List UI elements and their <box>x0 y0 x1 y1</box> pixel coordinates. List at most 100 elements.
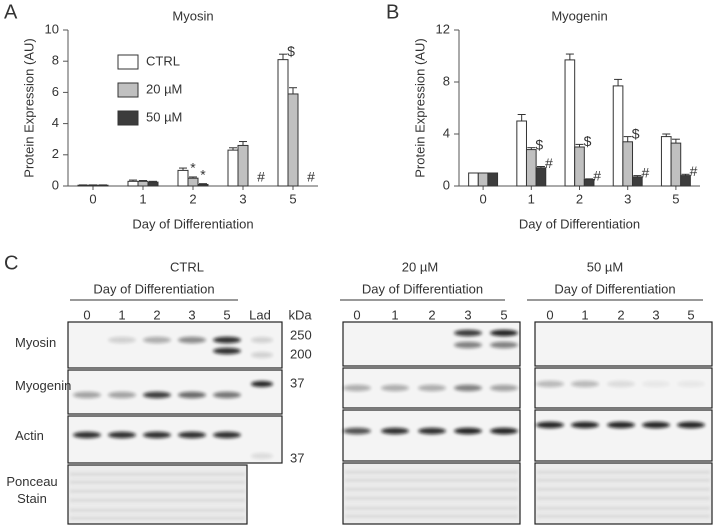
panel-label: B <box>386 1 399 23</box>
legend-label: 20 µM <box>146 81 182 96</box>
ponceau-stripe <box>70 499 245 502</box>
y-tick-label: 8 <box>443 73 450 88</box>
group-title: 50 µM <box>587 259 623 274</box>
y-tick-label: 0 <box>52 177 59 192</box>
bar <box>516 120 527 187</box>
x-axis-label: Day of Differentiation <box>132 216 253 231</box>
band <box>490 341 518 349</box>
band <box>454 329 482 337</box>
blot <box>67 369 283 415</box>
bar <box>468 172 479 187</box>
chart-title: Myosin <box>172 8 213 23</box>
band <box>73 391 101 399</box>
ponceau-stripe <box>70 517 245 520</box>
row-label: Myosin <box>15 335 57 350</box>
band <box>454 427 482 435</box>
blot <box>342 321 521 367</box>
band <box>677 380 705 388</box>
x-tick-label: 5 <box>289 191 296 206</box>
band <box>108 336 136 344</box>
band <box>143 391 171 399</box>
band <box>536 421 564 429</box>
band <box>381 427 409 435</box>
blot <box>534 367 713 409</box>
ponceau-stripe <box>537 488 710 491</box>
y-tick-label: 2 <box>52 146 59 161</box>
x-tick-label: 0 <box>89 191 96 206</box>
band <box>213 336 241 344</box>
y-tick-label: 0 <box>443 177 450 192</box>
blot <box>67 415 283 464</box>
x-axis-label: Day of Differentiation <box>519 216 640 231</box>
significance-marker: # <box>307 169 315 185</box>
band <box>178 431 206 439</box>
bar <box>477 172 489 187</box>
row-label: Actin <box>15 428 44 443</box>
y-tick-label: 12 <box>436 21 450 36</box>
ponceau-stripe <box>537 497 710 500</box>
significance-marker: # <box>690 163 698 179</box>
bar <box>525 149 537 187</box>
band <box>490 427 518 435</box>
band <box>642 380 670 388</box>
x-tick-label: 2 <box>189 191 196 206</box>
legend-label: CTRL <box>146 53 180 68</box>
band <box>490 329 518 337</box>
ponceau-stripe <box>345 515 518 518</box>
ponceau-stripe <box>537 507 710 510</box>
bar <box>227 149 239 187</box>
y-axis-label: Protein Expression (AU) <box>21 38 36 177</box>
bar <box>487 172 499 187</box>
kda-marker: 37 <box>290 375 304 390</box>
blot <box>67 321 283 369</box>
band <box>178 391 206 399</box>
significance-marker: * <box>200 166 206 182</box>
kda-marker: 250 <box>290 327 312 342</box>
band <box>213 347 241 355</box>
lane-label: 5 <box>500 307 507 322</box>
band <box>418 384 446 392</box>
ponceau-stripe <box>537 471 710 474</box>
group-subtitle: Day of Differentiation <box>93 281 214 296</box>
bar <box>177 169 189 187</box>
ladder-band <box>251 381 273 387</box>
legend-swatch <box>117 110 139 126</box>
lane-label: 0 <box>353 307 360 322</box>
significance-marker: $ <box>584 133 592 149</box>
lane-label: 3 <box>464 307 471 322</box>
band <box>143 431 171 439</box>
ponceau-stripe <box>70 490 245 493</box>
y-tick-label: 4 <box>52 115 59 130</box>
panel-label: A <box>4 1 18 23</box>
bar <box>564 59 576 187</box>
ladder-band <box>251 453 273 459</box>
band <box>677 421 705 429</box>
blot <box>534 321 713 367</box>
ponceau-stripe <box>345 488 518 491</box>
band <box>108 431 136 439</box>
band <box>490 384 518 392</box>
bar <box>287 93 299 187</box>
band <box>418 427 446 435</box>
band <box>381 384 409 392</box>
significance-marker: * <box>190 160 196 176</box>
significance-marker: $ <box>632 125 640 141</box>
bar <box>574 146 585 187</box>
band <box>571 380 599 388</box>
ponceau-stripe <box>345 471 518 474</box>
bar <box>277 59 289 187</box>
x-tick-label: 2 <box>576 191 583 206</box>
row-label: Ponceau Stain <box>6 474 58 506</box>
lane-label: 5 <box>687 307 694 322</box>
lane-label: 3 <box>652 307 659 322</box>
band <box>642 421 670 429</box>
bar <box>127 180 139 187</box>
ponceau-stripe <box>345 507 518 510</box>
x-tick-label: 3 <box>624 191 631 206</box>
legend-swatch <box>117 54 139 70</box>
ponceau-stripe <box>70 509 245 512</box>
x-tick-label: 1 <box>139 191 146 206</box>
band <box>607 421 635 429</box>
ponceau-stripe <box>537 515 710 518</box>
